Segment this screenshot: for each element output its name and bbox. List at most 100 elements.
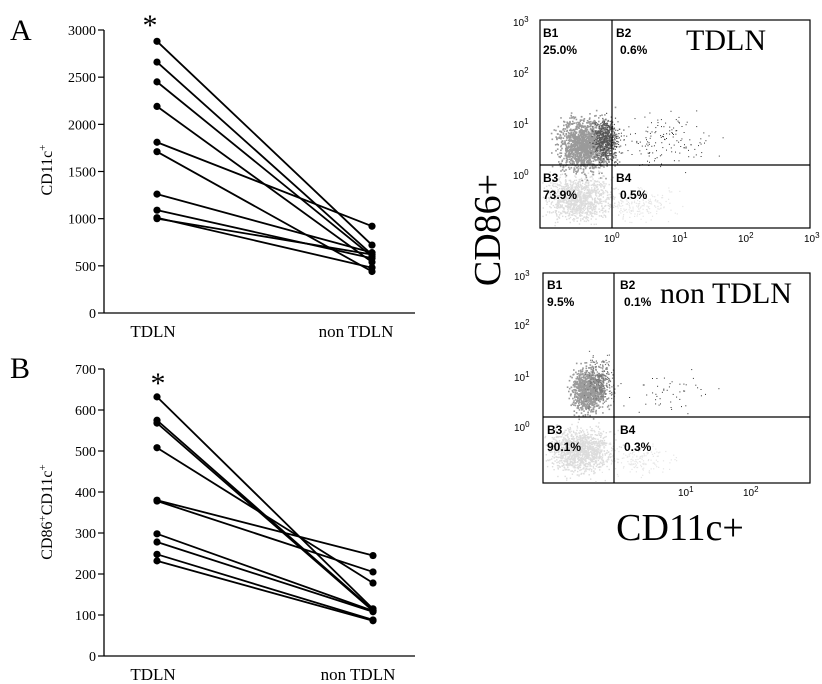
event-dot xyxy=(574,192,577,194)
event-dot xyxy=(580,161,583,164)
chart-b: * CD86+CD11c+ 0100200300400500600700TDLN… xyxy=(37,363,415,684)
event-dot xyxy=(598,198,600,200)
event-dot xyxy=(598,152,601,155)
event-dot xyxy=(667,221,670,223)
event-dot xyxy=(562,447,564,449)
event-dot xyxy=(564,173,567,175)
data-point-non-tdln xyxy=(369,608,377,616)
event-dot xyxy=(594,145,596,148)
event-dot xyxy=(652,152,654,154)
event-dot xyxy=(584,183,586,185)
event-dot xyxy=(585,181,587,184)
event-dot xyxy=(579,209,581,211)
event-dot xyxy=(608,431,611,433)
event-dot xyxy=(565,460,567,463)
event-dot xyxy=(564,140,566,142)
event-dot xyxy=(597,166,600,169)
event-dot xyxy=(594,450,596,452)
event-dot xyxy=(563,120,565,123)
data-point-tdln xyxy=(153,78,161,86)
event-dot xyxy=(586,212,588,214)
event-dot xyxy=(612,188,615,190)
event-dot xyxy=(580,431,582,434)
event-dot xyxy=(573,202,576,205)
event-dot xyxy=(603,137,605,139)
event-dot xyxy=(581,187,583,189)
event-dot xyxy=(560,196,562,198)
pair-line xyxy=(156,141,373,228)
data-point-non-tdln xyxy=(369,617,377,625)
event-dot xyxy=(546,203,548,205)
event-dot xyxy=(583,201,585,203)
event-dot xyxy=(599,131,601,133)
event-dot xyxy=(602,141,604,143)
event-dot xyxy=(552,211,554,213)
event-dot xyxy=(580,454,582,456)
event-dot xyxy=(573,431,575,434)
event-dot xyxy=(596,159,598,161)
event-dot xyxy=(577,190,580,192)
event-dot xyxy=(571,434,573,437)
event-dot xyxy=(606,125,609,127)
event-dot xyxy=(567,200,570,202)
pair-line xyxy=(156,193,373,254)
event-dot xyxy=(585,133,587,136)
event-dot xyxy=(582,444,584,446)
event-dot xyxy=(566,439,568,441)
event-dot xyxy=(603,149,605,151)
event-dot xyxy=(601,142,603,144)
event-dot xyxy=(542,207,544,209)
event-dot xyxy=(566,442,568,444)
event-dot xyxy=(614,162,616,164)
event-dot xyxy=(649,208,651,210)
event-dot xyxy=(570,181,572,183)
event-dot xyxy=(584,212,586,214)
event-dot xyxy=(576,161,578,164)
event-dot xyxy=(552,204,555,207)
event-dot xyxy=(558,451,560,453)
event-dot xyxy=(548,445,551,447)
event-dot xyxy=(614,161,616,163)
event-dot xyxy=(577,136,579,138)
event-dot xyxy=(575,451,577,453)
event-dot xyxy=(592,212,594,214)
event-dot xyxy=(560,200,562,203)
event-dot xyxy=(580,157,583,159)
data-point-tdln xyxy=(153,444,161,452)
event-dot xyxy=(610,130,613,133)
event-dot xyxy=(589,132,592,135)
event-dot xyxy=(590,436,592,438)
event-dot xyxy=(631,201,633,203)
event-dot xyxy=(574,469,576,472)
event-dot xyxy=(564,475,566,478)
event-dot xyxy=(573,161,575,163)
event-dot xyxy=(579,210,582,212)
event-dot xyxy=(610,121,613,124)
event-dot xyxy=(607,144,609,146)
event-dot xyxy=(608,468,610,471)
event-dot xyxy=(583,198,585,200)
event-dot xyxy=(578,127,580,130)
event-dot xyxy=(572,145,575,147)
event-dot xyxy=(587,436,590,438)
event-dot xyxy=(566,441,568,443)
event-dot xyxy=(620,205,622,207)
event-dot xyxy=(551,436,553,439)
event-dot xyxy=(585,203,587,205)
event-dot xyxy=(597,202,599,204)
event-dot xyxy=(569,450,571,452)
event-dot xyxy=(599,428,601,430)
event-dot xyxy=(573,209,575,211)
event-dot xyxy=(587,162,590,165)
event-dot xyxy=(608,125,610,127)
event-dot xyxy=(568,155,571,157)
event-dot xyxy=(565,456,567,458)
event-dot xyxy=(592,453,595,456)
event-dot xyxy=(591,199,594,201)
y-axis-label-a-main: CD11c xyxy=(39,151,56,196)
event-dot xyxy=(586,147,589,149)
event-dot xyxy=(602,441,604,443)
event-dot xyxy=(582,463,585,465)
event-dot xyxy=(604,132,606,134)
event-dot xyxy=(661,126,662,128)
